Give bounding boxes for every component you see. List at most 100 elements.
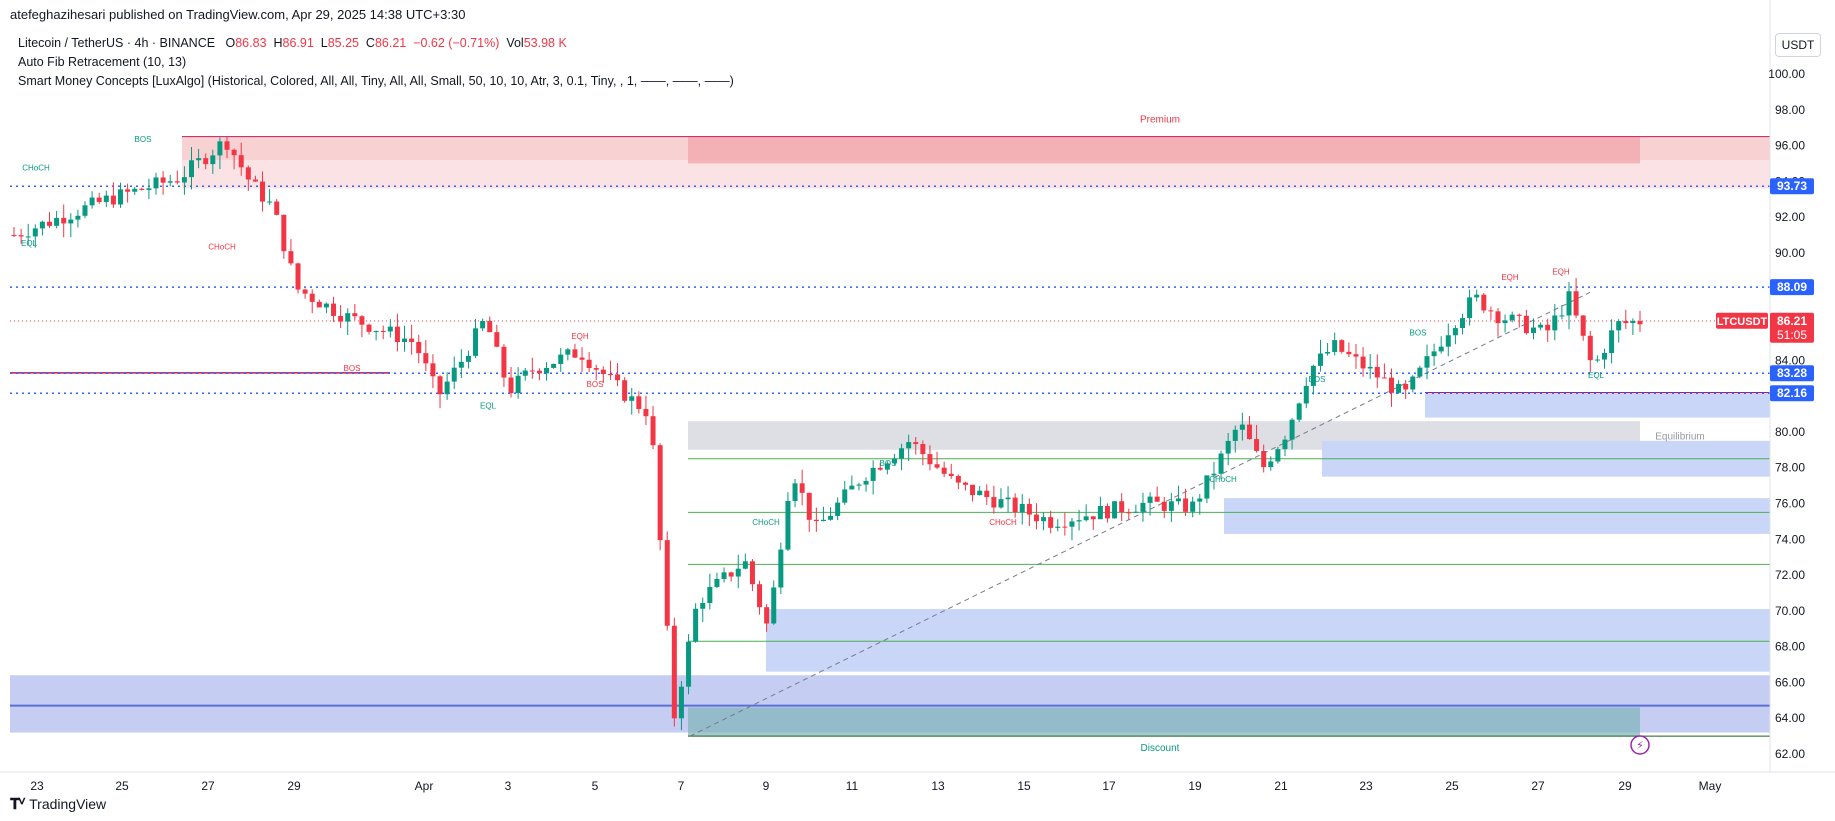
published-line: atefeghazihesari published on TradingVie… [10,7,466,22]
footer-brand[interactable]: 𝐓ⱽ TradingView [10,795,106,813]
symbol-tag-bg [1716,312,1768,329]
candle-body [238,155,244,168]
candle-body [267,201,273,203]
candle-body [1268,461,1274,468]
y-tick-label: 96.00 [1775,139,1805,153]
candle-body [1445,335,1451,347]
candle-body [338,315,344,322]
candle-body [288,251,294,264]
candle-body [1332,340,1338,352]
candle-body [487,320,493,333]
candle-body [316,301,322,308]
candle-body [1175,498,1181,502]
candle-body [473,328,479,356]
indicator-smc[interactable]: Smart Money Concepts [LuxAlgo] (Historic… [18,74,734,88]
x-tick-label: 23 [1359,779,1373,793]
structure-label: CHoCH [752,518,780,527]
candle-body [671,625,677,719]
candle-body [1303,385,1309,404]
candle-body [1055,526,1061,528]
currency-unit-button[interactable]: USDT [1775,33,1821,57]
structure-label: CHoCH [1209,475,1237,484]
price-tag-bg [1770,365,1814,382]
discount-label: Discount [1141,743,1180,754]
candle-body [132,188,138,192]
candle-body [444,381,450,395]
candle-body [1097,506,1103,520]
candle-body [728,572,734,577]
candle-body [700,602,706,609]
candle-body [913,442,919,445]
candle-body [856,484,862,486]
candle-body [586,359,592,369]
structure-label: EQH [1501,273,1519,282]
x-tick-label: 29 [1618,779,1632,793]
candle-body [1048,517,1054,528]
candle-body [934,464,940,468]
candle-body [927,454,933,465]
candle-body [643,408,649,417]
symbol-name[interactable]: Litecoin / TetherUS · 4h · BINANCE [18,36,216,50]
candle-body [1211,473,1217,476]
candle-body [1147,496,1153,503]
candle-body [1090,516,1096,520]
candle-body [416,341,422,354]
candle-body [792,483,798,501]
candle-body [657,445,663,541]
candle-body [1119,501,1125,513]
price-tag-bg [1770,178,1814,195]
candle-body [373,330,379,332]
symbol-tag: LTCUSDT [1717,316,1768,328]
candle-body [458,361,464,368]
indicator-fib[interactable]: Auto Fib Retracement (10, 13) [18,55,187,69]
candle-body [1410,376,1416,390]
structure-label: BOS [1309,375,1326,384]
x-tick-label: 5 [592,779,599,793]
x-tick-label: 27 [1531,779,1545,793]
candle-body [302,289,308,294]
candle-body [174,181,180,183]
candle-body [508,377,514,394]
price-chart[interactable]: Premium Equilibrium Discount CHoCH BOS EQL CHo… [0,0,1835,800]
structure-label: EQH [1552,267,1570,276]
structure-label: CHoCH [22,164,50,173]
candle-body [153,177,159,189]
candle-body [1225,440,1231,454]
candle-body [1218,453,1224,474]
candle-body [1438,346,1444,352]
candle-body [1289,419,1295,440]
candle-body [1637,320,1643,325]
candle-body [387,326,393,332]
candle-body [629,396,635,401]
y-tick-label: 72.00 [1775,568,1805,582]
structure-label: BOS [880,459,897,468]
y-tick-label: 92.00 [1775,210,1805,224]
y-tick-label: 70.00 [1775,604,1805,618]
candle-body [600,369,606,375]
candle-body [245,167,251,180]
price-tag-value: 93.73 [1777,179,1807,193]
price-tag-bg [1770,385,1814,402]
candle-body [54,217,60,226]
candle-body [1481,294,1487,311]
candle-body [820,519,826,522]
volume-value: 53.98 K [523,36,567,50]
candle-body [764,607,770,624]
candle-body [636,396,642,409]
candle-body [884,463,890,470]
price-tag-value: 83.28 [1777,366,1807,380]
x-tick-label: 11 [846,779,859,793]
candle-body [1296,403,1302,420]
y-tick-label: 84.00 [1775,353,1805,367]
candle-body [1133,511,1139,513]
candle-body [11,235,17,237]
volume-label: Vol [506,36,524,50]
x-tick-label: 25 [1445,779,1459,793]
change-value: −0.62 (−0.71%) [413,36,500,50]
candle-body [551,363,557,368]
candle-body [1325,351,1331,354]
candle-body [1239,424,1245,430]
candle-body [1566,291,1572,316]
candle-body [1069,521,1075,527]
